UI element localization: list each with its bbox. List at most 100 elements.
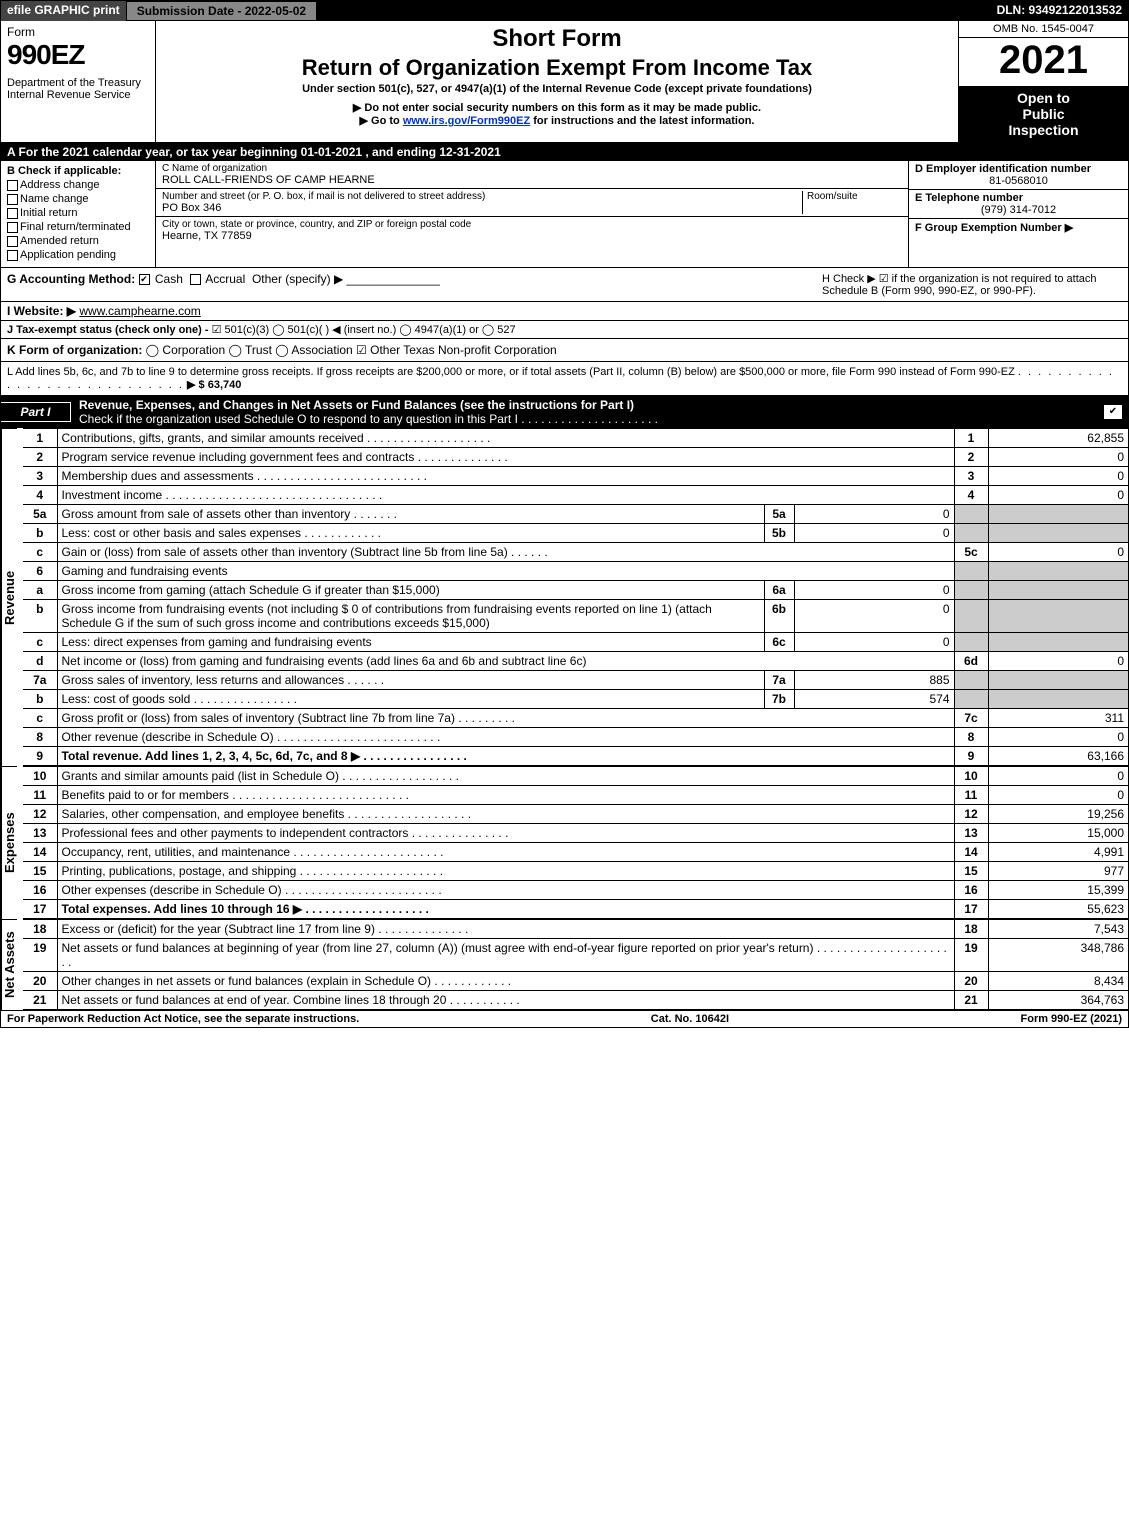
header-left: Form 990EZ Department of the Treasury In…	[1, 21, 156, 142]
goto-pre: ▶ Go to	[360, 115, 403, 127]
line-19: 19Net assets or fund balances at beginni…	[23, 939, 1128, 972]
chk-address-change[interactable]: Address change	[7, 179, 149, 191]
line-12: 12Salaries, other compensation, and empl…	[23, 805, 1128, 824]
section-l: L Add lines 5b, 6c, and 7b to line 9 to …	[1, 362, 1128, 396]
short-form-title: Short Form	[162, 25, 952, 53]
side-netassets: Net Assets	[1, 919, 17, 1010]
top-bar: efile GRAPHIC print Submission Date - 20…	[1, 1, 1128, 21]
part1-header: Part I Revenue, Expenses, and Changes in…	[1, 396, 1128, 428]
j-options: ☑ 501(c)(3) ◯ 501(c)( ) ◀ (insert no.) ◯…	[212, 324, 516, 336]
chk-name-change[interactable]: Name change	[7, 193, 149, 205]
chk-initial-return[interactable]: Initial return	[7, 207, 149, 219]
h-schedule-b: H Check ▶ ☑ if the organization is not r…	[822, 272, 1122, 297]
line-6a: aGross income from gaming (attach Schedu…	[23, 581, 1128, 600]
l-text: L Add lines 5b, 6c, and 7b to line 9 to …	[7, 366, 1015, 378]
line-20: 20Other changes in net assets or fund ba…	[23, 972, 1128, 991]
e-value: (979) 314-7012	[915, 204, 1122, 216]
street-value: PO Box 346	[162, 202, 802, 214]
line-3: 3Membership dues and assessments . . . .…	[23, 467, 1128, 486]
line-2: 2Program service revenue including gover…	[23, 448, 1128, 467]
line-7a: 7aGross sales of inventory, less returns…	[23, 671, 1128, 690]
g-accounting: G Accounting Method: Cash Accrual Other …	[7, 272, 822, 297]
inspect-2: Public	[961, 106, 1126, 122]
b-label: B Check if applicable:	[7, 165, 149, 177]
goto-post: for instructions and the latest informat…	[533, 115, 754, 127]
line-17: 17Total expenses. Add lines 10 through 1…	[23, 900, 1128, 919]
form-container: efile GRAPHIC print Submission Date - 20…	[0, 0, 1129, 1028]
footer-mid: Cat. No. 10642I	[651, 1013, 729, 1025]
dept-irs: Internal Revenue Service	[7, 89, 149, 101]
expenses-table: 10Grants and similar amounts paid (list …	[23, 766, 1128, 919]
section-i: I Website: ▶ www.camphearne.com	[1, 302, 1128, 321]
city-value: Hearne, TX 77859	[162, 230, 471, 242]
part1-check[interactable]: ✔	[1104, 405, 1122, 419]
k-label: K Form of organization:	[7, 343, 142, 357]
header-center: Short Form Return of Organization Exempt…	[156, 21, 958, 142]
efile-print[interactable]: efile GRAPHIC print	[1, 1, 126, 21]
footer-left: For Paperwork Reduction Act Notice, see …	[7, 1013, 359, 1025]
chk-final-return[interactable]: Final return/terminated	[7, 221, 149, 233]
website-value[interactable]: www.camphearne.com	[79, 304, 200, 318]
form-label: Form	[7, 25, 149, 39]
revenue-block: Revenue 1Contributions, gifts, grants, a…	[1, 428, 1128, 766]
revenue-table: 1Contributions, gifts, grants, and simil…	[23, 428, 1128, 766]
line-5a: 5aGross amount from sale of assets other…	[23, 505, 1128, 524]
g-label: G Accounting Method:	[7, 272, 135, 286]
section-bcdef: B Check if applicable: Address change Na…	[1, 161, 1128, 268]
chk-accrual[interactable]	[190, 274, 201, 285]
cash-label: Cash	[155, 272, 183, 286]
line-14: 14Occupancy, rent, utilities, and mainte…	[23, 843, 1128, 862]
col-def: D Employer identification number 81-0568…	[908, 161, 1128, 267]
line-21: 21Net assets or fund balances at end of …	[23, 991, 1128, 1010]
footer-right: Form 990-EZ (2021)	[1021, 1013, 1122, 1025]
col-c: C Name of organization ROLL CALL-FRIENDS…	[156, 161, 908, 267]
line-1: 1Contributions, gifts, grants, and simil…	[23, 429, 1128, 448]
d-label: D Employer identification number	[915, 163, 1122, 175]
line-6b: bGross income from fundraising events (n…	[23, 600, 1128, 633]
chk-cash[interactable]	[139, 274, 150, 285]
line-16: 16Other expenses (describe in Schedule O…	[23, 881, 1128, 900]
accrual-label: Accrual	[205, 272, 245, 286]
col-b: B Check if applicable: Address change Na…	[1, 161, 156, 267]
irs-link[interactable]: www.irs.gov/Form990EZ	[403, 115, 530, 127]
submission-date: Submission Date - 2022-05-02	[126, 1, 317, 21]
section-gh: G Accounting Method: Cash Accrual Other …	[1, 268, 1128, 302]
form-number: 990EZ	[7, 39, 149, 71]
e-block: E Telephone number (979) 314-7012	[909, 190, 1128, 219]
l-amount: ▶ $ 63,740	[187, 379, 241, 391]
org-name: ROLL CALL-FRIENDS OF CAMP HEARNE	[162, 174, 902, 186]
street-label: Number and street (or P. O. box, if mail…	[162, 191, 802, 202]
dept-treasury: Department of the Treasury	[7, 77, 149, 89]
inspect-1: Open to	[961, 90, 1126, 106]
section-j: J Tax-exempt status (check only one) - ☑…	[1, 321, 1128, 339]
chk-pending[interactable]: Application pending	[7, 249, 149, 261]
line-5b: bLess: cost or other basis and sales exp…	[23, 524, 1128, 543]
j-label: J Tax-exempt status (check only one) -	[7, 324, 209, 336]
line-7b: bLess: cost of goods sold . . . . . . . …	[23, 690, 1128, 709]
part1-subtitle: Check if the organization used Schedule …	[79, 412, 518, 426]
f-block: F Group Exemption Number ▶	[909, 219, 1128, 236]
c-city-row: City or town, state or province, country…	[156, 217, 908, 244]
line-11: 11Benefits paid to or for members . . . …	[23, 786, 1128, 805]
netassets-block: Net Assets 18Excess or (deficit) for the…	[1, 919, 1128, 1010]
i-label: I Website: ▶	[7, 304, 76, 318]
line-7c: cGross profit or (loss) from sales of in…	[23, 709, 1128, 728]
c-name-row: C Name of organization ROLL CALL-FRIENDS…	[156, 161, 908, 189]
f-label: F Group Exemption Number ▶	[915, 222, 1073, 234]
line-4: 4Investment income . . . . . . . . . . .…	[23, 486, 1128, 505]
chk-amended[interactable]: Amended return	[7, 235, 149, 247]
tax-year: 2021	[959, 38, 1128, 86]
e-label: E Telephone number	[915, 192, 1122, 204]
c-street-row: Number and street (or P. O. box, if mail…	[156, 189, 908, 217]
k-options: ◯ Corporation ◯ Trust ◯ Association ☑ Ot…	[146, 343, 557, 357]
line-6: 6Gaming and fundraising events	[23, 562, 1128, 581]
form-header: Form 990EZ Department of the Treasury In…	[1, 21, 1128, 143]
line-9: 9Total revenue. Add lines 1, 2, 3, 4, 5c…	[23, 747, 1128, 766]
line-6d: dNet income or (loss) from gaming and fu…	[23, 652, 1128, 671]
side-expenses: Expenses	[1, 766, 17, 919]
row-a-period: A For the 2021 calendar year, or tax yea…	[1, 143, 1128, 161]
section-k: K Form of organization: ◯ Corporation ◯ …	[1, 339, 1128, 362]
dln: DLN: 93492122013532	[991, 1, 1128, 21]
expenses-block: Expenses 10Grants and similar amounts pa…	[1, 766, 1128, 919]
room-suite-label: Room/suite	[802, 191, 902, 214]
